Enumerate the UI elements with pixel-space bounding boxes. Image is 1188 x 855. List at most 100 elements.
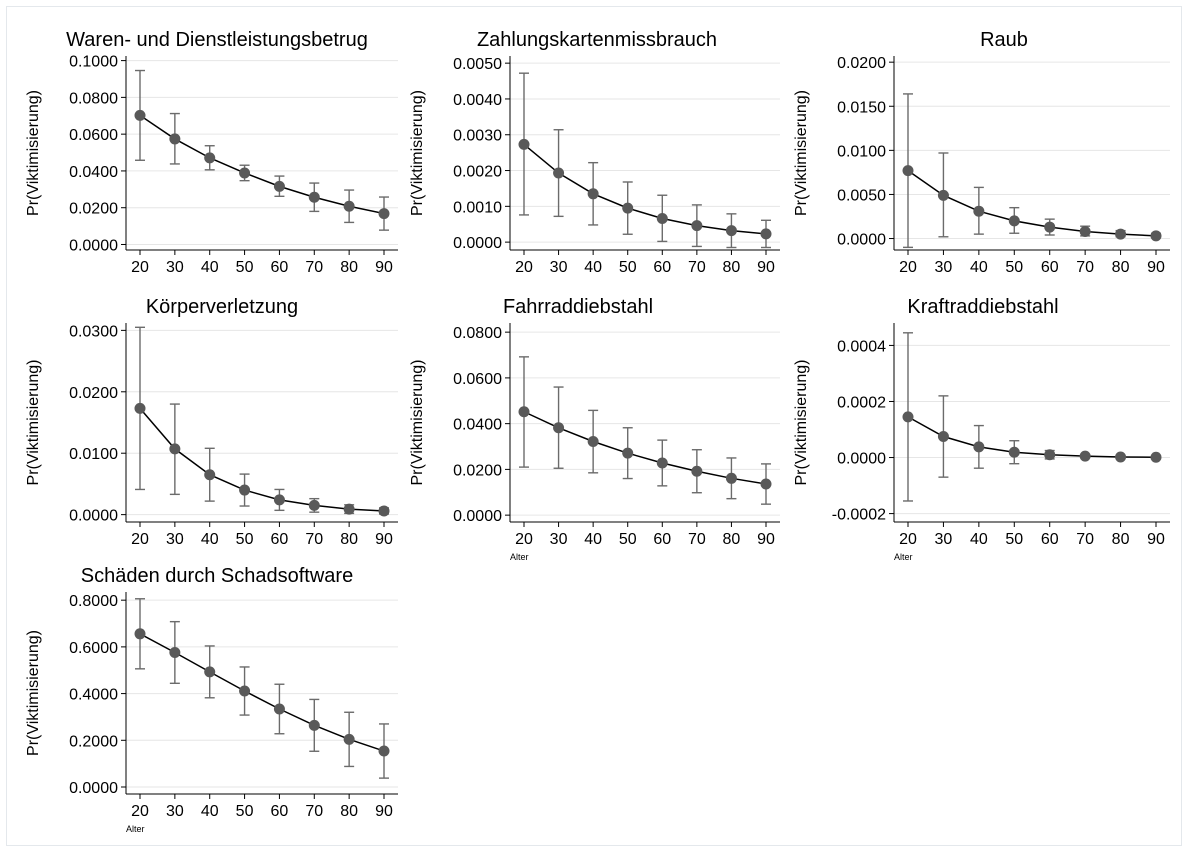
x-tick-label: 50 xyxy=(619,259,637,276)
x-tick-label: 70 xyxy=(1076,531,1094,548)
series-line xyxy=(523,143,767,235)
x-tick-label: 40 xyxy=(584,531,602,548)
x-tick-label: 40 xyxy=(201,803,219,820)
series-line xyxy=(139,114,385,215)
x-tick-label: 90 xyxy=(375,803,393,820)
data-point xyxy=(308,719,320,731)
x-tick-label: 30 xyxy=(935,259,953,276)
data-point xyxy=(273,494,285,506)
series-line xyxy=(139,633,385,752)
data-point xyxy=(902,165,914,177)
chart-title: Kraftraddiebstahl xyxy=(907,296,1058,318)
chart-title: Schäden durch Schadsoftware xyxy=(81,565,353,587)
y-tick-label: 0.0200 xyxy=(69,201,118,218)
x-tick-label: 80 xyxy=(723,259,741,276)
y-tick-label: 0.0200 xyxy=(69,385,118,402)
data-point xyxy=(308,191,320,203)
data-point xyxy=(518,138,530,150)
x-tick-label: 20 xyxy=(899,259,917,276)
data-point xyxy=(587,188,599,200)
data-point xyxy=(1008,215,1020,227)
data-point xyxy=(308,499,320,511)
data-point xyxy=(1150,451,1162,463)
data-point xyxy=(1044,221,1056,233)
chart-title: Raub xyxy=(980,29,1028,51)
data-point xyxy=(973,205,985,217)
y-tick-label: 0.0150 xyxy=(837,99,886,116)
x-tick-label: 80 xyxy=(723,531,741,548)
chart-panel-2: 0.0000 0.0010 0.0020 0.0030 0.0040 0.0050 20 30… xyxy=(409,29,780,276)
x-tick-label: 90 xyxy=(375,531,393,548)
data-point xyxy=(239,685,251,697)
y-tick-label: 0.0000 xyxy=(453,235,502,252)
y-tick-label: 0.0300 xyxy=(69,323,118,340)
x-tick-label: 70 xyxy=(688,531,706,548)
data-point xyxy=(1079,450,1091,462)
x-tick-label: 90 xyxy=(1147,531,1165,548)
x-tick-label: 70 xyxy=(1076,259,1094,276)
data-point xyxy=(553,422,565,434)
data-point xyxy=(656,213,668,225)
data-point xyxy=(169,133,181,145)
y-tick-label: 0.0000 xyxy=(453,508,502,525)
data-point xyxy=(239,167,251,179)
chart-title: Waren- und Dienstleistungsbetrug xyxy=(66,29,368,51)
chart-title: Zahlungskartenmissbrauch xyxy=(477,29,717,51)
data-point xyxy=(378,208,390,220)
x-tick-label: 50 xyxy=(1005,259,1023,276)
x-tick-label: 20 xyxy=(515,531,533,548)
data-point xyxy=(622,202,634,214)
y-tick-label: 0.0000 xyxy=(69,508,118,525)
data-point xyxy=(902,411,914,423)
x-tick-label: 20 xyxy=(899,531,917,548)
x-tick-label: 20 xyxy=(131,803,149,820)
y-tick-label: 0.0200 xyxy=(453,462,502,479)
chart-panel-5: 0.0000 0.0200 0.0400 0.0600 0.0800 20 30 40 50 60… xyxy=(409,296,780,562)
y-tick-label: -0.0002 xyxy=(832,507,886,524)
data-point xyxy=(239,484,251,496)
x-axis-label: Alter xyxy=(126,824,145,834)
x-tick-label: 50 xyxy=(236,803,254,820)
data-point xyxy=(1044,449,1056,461)
data-point xyxy=(622,447,634,459)
y-axis-label: Pr(Viktimisierung) xyxy=(409,90,426,216)
y-axis-label: Pr(Viktimisierung) xyxy=(793,360,810,486)
y-tick-label: 0.0000 xyxy=(837,232,886,249)
x-tick-label: 60 xyxy=(271,803,289,820)
x-tick-label: 80 xyxy=(1112,259,1130,276)
data-point xyxy=(134,628,146,640)
data-point xyxy=(725,472,737,484)
data-point xyxy=(725,225,737,237)
x-tick-label: 30 xyxy=(166,531,184,548)
data-point xyxy=(973,441,985,453)
x-tick-label: 20 xyxy=(131,259,149,276)
data-point xyxy=(378,505,390,517)
x-tick-label: 50 xyxy=(619,531,637,548)
data-point xyxy=(1115,451,1127,463)
data-point xyxy=(518,406,530,418)
y-tick-label: 0.6000 xyxy=(69,640,118,657)
series-line xyxy=(523,411,767,485)
data-point xyxy=(169,443,181,455)
data-point xyxy=(1008,446,1020,458)
y-tick-label: 0.0200 xyxy=(837,55,886,72)
x-axis-label: Alter xyxy=(894,552,913,562)
data-point xyxy=(378,745,390,757)
x-tick-label: 20 xyxy=(131,531,149,548)
y-tick-label: 0.0100 xyxy=(69,446,118,463)
series-line xyxy=(907,170,1157,237)
data-point xyxy=(1115,228,1127,240)
x-tick-label: 90 xyxy=(375,259,393,276)
x-tick-label: 30 xyxy=(166,259,184,276)
y-tick-label: 0.0000 xyxy=(69,780,118,797)
x-tick-label: 20 xyxy=(515,259,533,276)
x-tick-label: 70 xyxy=(305,259,323,276)
x-tick-label: 80 xyxy=(340,531,358,548)
y-tick-label: 0.0000 xyxy=(837,451,886,468)
data-point xyxy=(1079,225,1091,237)
chart-title: Fahrraddiebstahl xyxy=(503,296,653,318)
x-tick-label: 50 xyxy=(1005,531,1023,548)
y-tick-label: 0.0004 xyxy=(837,338,886,355)
chart-panel-1: 0.0000 0.0200 0.0400 0.0600 0.0800 0.1000 20 30… xyxy=(25,29,398,276)
